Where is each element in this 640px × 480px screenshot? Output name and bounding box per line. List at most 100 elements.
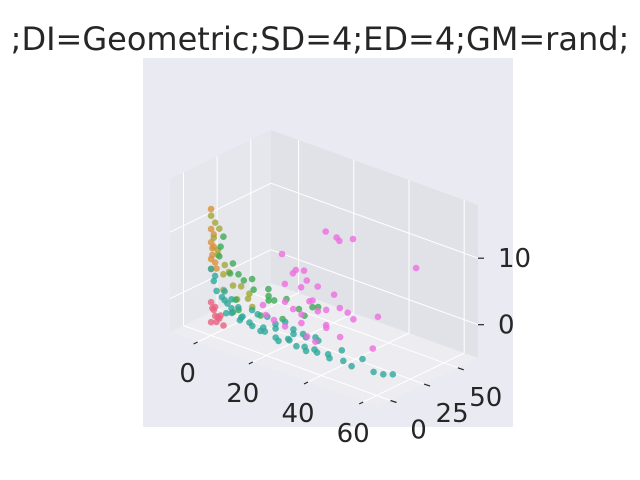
data-point	[240, 277, 248, 284]
z-tick-label: 10	[498, 244, 531, 274]
data-point	[217, 243, 224, 250]
data-point	[336, 333, 344, 341]
y-tick	[390, 399, 397, 404]
data-point	[281, 323, 289, 330]
y-gridline-floor	[183, 325, 391, 401]
data-point	[297, 284, 305, 291]
data-point	[228, 305, 235, 312]
data-point	[246, 290, 253, 298]
data-point	[290, 330, 297, 338]
data-point	[217, 312, 224, 319]
data-point	[237, 283, 245, 290]
data-point	[278, 250, 286, 258]
data-point	[300, 267, 308, 275]
data-point	[270, 316, 278, 324]
data-point	[374, 313, 382, 321]
data-point	[220, 233, 227, 240]
data-point	[207, 225, 215, 233]
x-tick	[193, 341, 198, 345]
x-tick-label: 60	[337, 419, 370, 449]
data-point	[235, 304, 242, 311]
data-point	[222, 309, 230, 317]
data-point	[221, 297, 228, 304]
data-point	[220, 322, 227, 329]
data-point	[221, 288, 228, 295]
data-points-group	[207, 205, 420, 378]
y-gridline-floor	[250, 292, 458, 369]
data-point	[303, 277, 311, 284]
x-tick	[303, 381, 309, 385]
data-point	[311, 346, 318, 353]
data-point	[207, 265, 215, 273]
data-point	[221, 261, 229, 269]
x-tick-label: 20	[226, 379, 259, 409]
data-point	[281, 298, 289, 306]
data-point	[207, 318, 215, 326]
data-point	[228, 296, 235, 303]
data-point	[265, 297, 272, 304]
x-gridline-floor	[362, 352, 465, 403]
data-point	[207, 205, 215, 213]
back-pane	[271, 130, 478, 358]
data-point	[293, 342, 300, 350]
data-point	[336, 304, 344, 312]
data-point	[248, 275, 256, 283]
data-point	[289, 305, 297, 313]
data-point	[314, 283, 322, 290]
x-tick	[248, 361, 254, 365]
data-point	[350, 316, 357, 323]
y-tick	[457, 367, 464, 371]
data-point	[244, 295, 252, 303]
data-point	[312, 338, 319, 346]
z-gridline-side	[169, 182, 272, 233]
data-point	[412, 264, 420, 272]
data-point	[226, 270, 234, 277]
data-point	[229, 260, 237, 267]
data-point	[284, 335, 292, 343]
data-point	[210, 234, 218, 241]
data-point	[216, 225, 223, 232]
z-gridline-back	[270, 249, 479, 326]
data-point	[338, 347, 346, 354]
y-tick-label: 25	[436, 399, 469, 429]
data-point	[306, 298, 313, 305]
data-point	[207, 298, 215, 306]
data-point	[211, 303, 219, 311]
data-point	[249, 322, 256, 330]
data-point	[344, 309, 352, 317]
data-point	[326, 354, 333, 362]
data-point	[348, 362, 355, 370]
data-point	[302, 347, 310, 355]
data-point	[322, 306, 330, 314]
data-point	[213, 265, 220, 272]
data-point	[229, 282, 237, 289]
y-tick	[423, 383, 431, 387]
data-point	[235, 271, 242, 278]
data-point	[275, 337, 282, 345]
data-point	[254, 311, 261, 318]
z-tick-label: 0	[498, 311, 515, 341]
data-point	[211, 312, 219, 320]
data-point	[303, 333, 311, 340]
data-point	[272, 325, 279, 332]
chart-title: ;DI=Geometric;SD=4;ED=4;GM=rand;	[11, 20, 630, 58]
data-point	[359, 355, 366, 363]
y-tick-label: 50	[469, 383, 502, 413]
data-point	[211, 272, 219, 280]
data-point	[265, 285, 272, 293]
data-point	[298, 311, 305, 318]
data-point	[340, 357, 347, 365]
data-point	[290, 326, 297, 333]
data-point	[281, 280, 289, 288]
data-point	[248, 306, 256, 314]
data-point	[207, 255, 215, 263]
x-gridline-floor	[307, 332, 410, 383]
data-point	[309, 303, 316, 311]
data-point	[323, 324, 330, 332]
data-point	[216, 252, 223, 260]
data-point	[261, 328, 269, 335]
data-point	[370, 368, 377, 376]
data-point	[389, 371, 397, 378]
data-point	[220, 271, 227, 278]
data-point	[298, 319, 305, 327]
